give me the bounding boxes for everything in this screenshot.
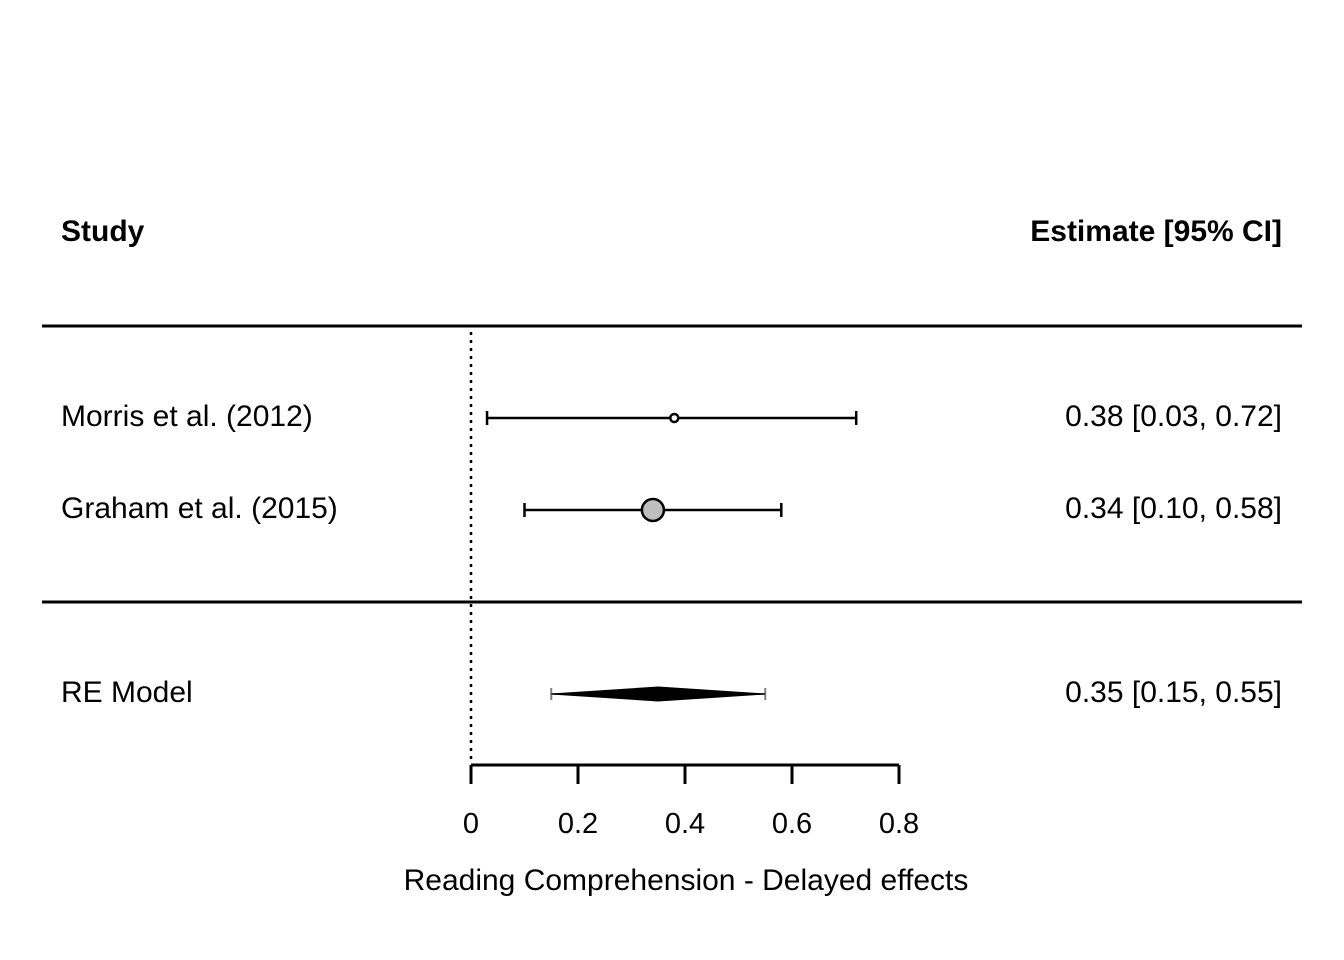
estimate-column-header: Estimate [95% CI] [1030,215,1282,248]
summary-diamond [551,686,766,702]
summary-row: RE Model 0.35 [0.15, 0.55] [61,676,1282,709]
summary-label: RE Model [61,676,193,709]
study-label: Morris et al. (2012) [61,400,313,433]
x-tick-label: 0 [463,808,479,840]
summary-estimate-text: 0.35 [0.15, 0.55] [1065,676,1282,709]
study-label: Graham et al. (2015) [61,492,338,525]
x-tick-label: 0.8 [879,808,919,840]
study-rows: Morris et al. (2012) 0.38 [0.03, 0.72] Gra… [61,400,1282,525]
x-axis-title: Reading Comprehension - Delayed effects [404,864,969,897]
x-tick-label: 0.2 [558,808,598,840]
study-estimate-text: 0.34 [0.10, 0.58] [1065,492,1282,525]
point-estimate-marker [669,412,680,424]
study-row: Morris et al. (2012) 0.38 [0.03, 0.72] [61,400,1282,433]
study-column-header: Study [61,215,145,248]
study-row: Graham et al. (2015) 0.34 [0.10, 0.58] [61,492,1282,525]
x-tick-label: 0.6 [772,808,812,840]
x-tick-label: 0.4 [665,808,705,840]
point-estimate-marker [640,497,666,523]
study-estimate-text: 0.38 [0.03, 0.72] [1065,400,1282,433]
x-axis: 0 0.2 0.4 0.6 0.8 [463,763,919,840]
